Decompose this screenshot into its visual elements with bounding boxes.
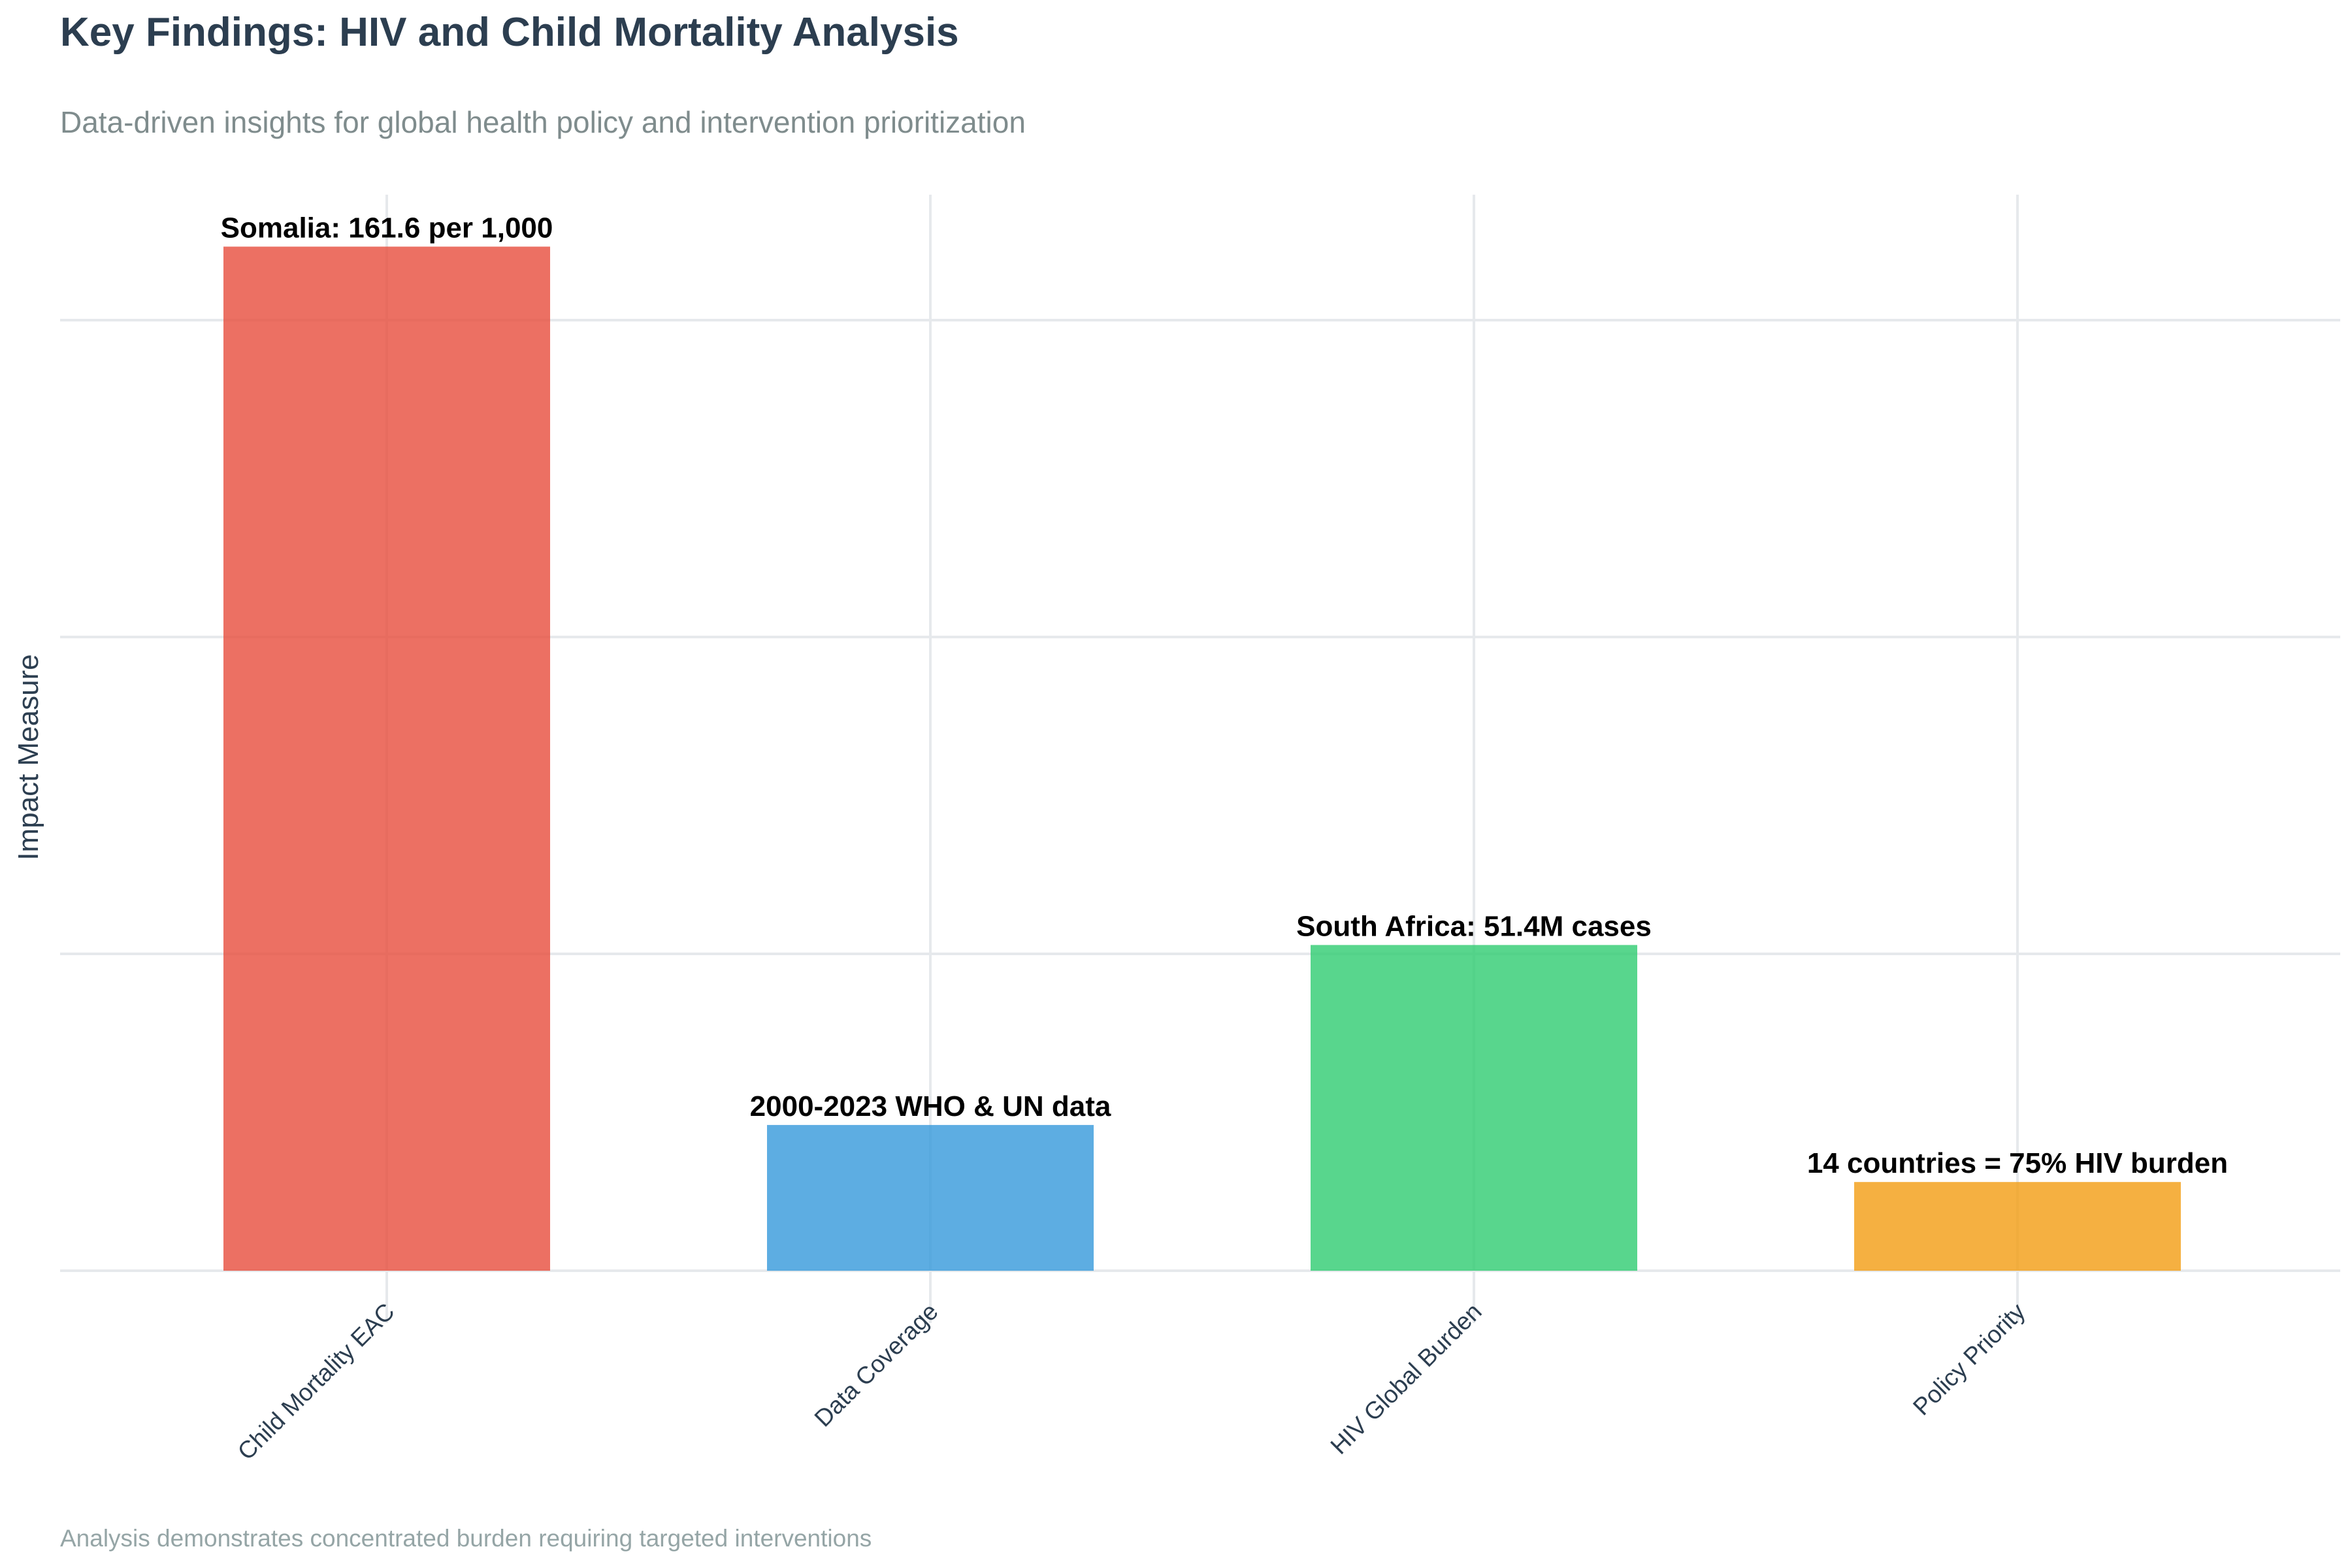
chart-subtitle: Data-driven insights for global health p…	[60, 105, 1026, 139]
bar-data-coverage	[767, 1124, 1094, 1271]
bars	[223, 246, 2181, 1271]
chart-caption: Analysis demonstrates concentrated burde…	[60, 1525, 872, 1552]
bar-data-label: 14 countries = 75% HIV burden	[1807, 1147, 2228, 1179]
x-tick-label: HIV Global Burden	[1326, 1298, 1487, 1460]
bar-policy-priority	[1854, 1182, 2181, 1271]
bar-data-label: South Africa: 51.4M cases	[1296, 910, 1652, 942]
x-tick-labels: Child Mortality EAC Data Coverage HIV Glob…	[233, 1298, 2031, 1465]
chart-title: Key Findings: HIV and Child Mortality An…	[60, 10, 959, 55]
bar-data-label: Somalia: 161.6 per 1,000	[221, 212, 553, 244]
x-tick-label: Policy Priority	[1908, 1298, 2031, 1420]
bar-data-label: 2000-2023 WHO & UN data	[750, 1090, 1111, 1122]
x-tick-label: Child Mortality EAC	[233, 1298, 400, 1465]
bar-data-labels: Somalia: 161.6 per 1,000 2000-2023 WHO & …	[221, 212, 2229, 1179]
x-tick-label: Data Coverage	[809, 1298, 943, 1432]
bar-child-mortality-eac	[223, 246, 550, 1271]
bar-hiv-global-burden	[1311, 945, 1637, 1271]
